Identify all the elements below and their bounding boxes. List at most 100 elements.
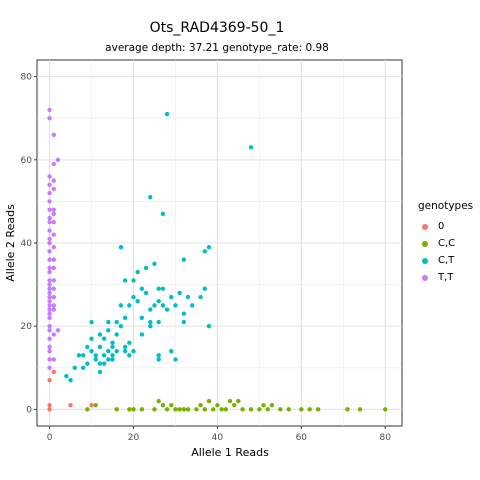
data-point-ct (114, 319, 119, 325)
legend-key (422, 240, 428, 247)
data-point-ct (156, 357, 161, 362)
data-point-cc (286, 407, 291, 412)
data-point-ct (173, 357, 178, 362)
data-point-tt (47, 299, 52, 304)
data-point-tt (51, 307, 56, 312)
data-point-ct (127, 340, 132, 346)
data-point-ct (177, 290, 182, 296)
data-point-tt (47, 240, 52, 246)
data-point-ct (152, 261, 157, 266)
data-point-tt (47, 294, 52, 300)
data-point-ct (131, 348, 136, 354)
data-point-cc (131, 407, 136, 412)
data-point-ct (85, 361, 90, 366)
data-point-tt (47, 269, 52, 275)
data-point-cc (227, 398, 233, 404)
data-point-cc (139, 407, 145, 412)
data-point-ct (164, 307, 170, 312)
data-point-tt (51, 332, 56, 337)
data-point-ct (80, 353, 86, 358)
data-point-ct (97, 332, 103, 337)
data-point-cc (307, 407, 312, 412)
data-point-ct (85, 344, 90, 350)
data-point-ct (127, 353, 132, 358)
data-point-cc (269, 403, 275, 408)
data-point-tt (47, 278, 52, 283)
data-point-cc (345, 407, 350, 412)
legend-item: C,T (418, 252, 473, 269)
data-point-tt (47, 215, 52, 221)
data-point-ct (152, 303, 157, 308)
data-point-cc (85, 407, 90, 412)
data-point-ct (97, 361, 103, 366)
data-point-cc (160, 403, 166, 408)
data-point-ct (118, 244, 124, 250)
data-point-tt (47, 265, 52, 271)
data-point-cc (357, 407, 363, 412)
data-point-ct (118, 323, 124, 329)
data-point-tt (51, 244, 56, 250)
data-point-ct (143, 265, 149, 271)
data-point-tt (47, 290, 52, 296)
data-point-tt (47, 257, 52, 262)
data-point-tt (47, 336, 52, 341)
data-point-ct (122, 278, 128, 283)
data-point-ct (206, 244, 212, 250)
legend-label: T,T (438, 272, 454, 283)
x-tick-label: 80 (379, 433, 391, 443)
data-point-0 (68, 403, 73, 408)
data-point-cc (185, 407, 191, 412)
data-point-ct (122, 315, 128, 321)
data-point-tt (51, 186, 56, 192)
data-point-tt (51, 303, 56, 308)
data-point-tt (47, 365, 52, 370)
data-point-0 (47, 407, 52, 412)
data-point-0 (47, 378, 52, 383)
data-point-cc (215, 403, 220, 408)
data-point-ct (190, 303, 195, 308)
data-point-ct (106, 319, 111, 325)
data-point-ct (206, 323, 212, 329)
data-point-ct (160, 303, 166, 308)
data-points (47, 107, 388, 412)
data-point-cc (257, 407, 262, 412)
data-point-cc (248, 407, 254, 412)
data-point-tt (51, 294, 56, 300)
data-point-tt (51, 357, 56, 362)
legend-key (422, 274, 428, 281)
data-point-tt (51, 232, 56, 237)
data-point-tt (47, 174, 52, 179)
data-point-ct (148, 195, 153, 200)
data-point-tt (51, 132, 56, 138)
data-point-cc (181, 407, 187, 412)
data-point-ct (169, 348, 174, 354)
data-point-tt (51, 220, 56, 225)
data-point-tt (47, 311, 52, 316)
data-point-cc (219, 407, 224, 412)
x-tick-label: 0 (47, 433, 53, 443)
data-point-tt (47, 236, 52, 242)
data-point-ct (122, 348, 128, 354)
data-point-ct (80, 365, 86, 370)
data-point-cc (299, 407, 304, 412)
data-point-cc (198, 403, 203, 408)
data-point-ct (114, 348, 119, 354)
legend-item: 0 (418, 218, 473, 235)
data-point-cc (114, 407, 119, 412)
data-point-ct (93, 353, 98, 358)
data-point-ct (135, 269, 140, 275)
data-point-ct (110, 357, 115, 362)
y-tick-label: 20 (21, 322, 33, 332)
data-point-cc (236, 398, 241, 404)
data-point-ct (173, 303, 178, 308)
data-point-ct (148, 307, 153, 312)
data-point-ct (114, 332, 119, 337)
data-point-tt (51, 211, 56, 217)
data-point-tt (47, 228, 52, 233)
data-point-ct (110, 353, 115, 358)
data-point-ct (101, 336, 107, 341)
data-point-ct (169, 294, 174, 300)
data-point-tt (47, 249, 52, 254)
